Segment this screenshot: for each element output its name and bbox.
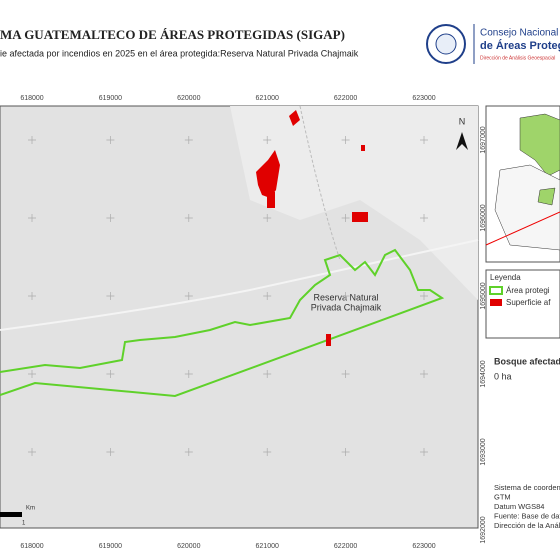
grid-cross: [341, 292, 350, 300]
map-frame: [0, 105, 479, 529]
area-label-2: Privada Chajmaik: [311, 302, 382, 312]
scale-bar: [0, 512, 22, 517]
grid-cross: [341, 136, 350, 144]
stats-value: 0 ha: [494, 371, 512, 381]
ticks: 618000 618000 619000 619000 620000 620000 6210…: [20, 95, 487, 550]
grid-cross: [106, 370, 115, 378]
grid-cross: [341, 448, 350, 456]
grid-cross: [28, 136, 36, 144]
area-label: Reserva Natural: [313, 292, 378, 302]
grid-cross: [28, 214, 36, 222]
y-tick-label: 1695000: [480, 282, 487, 309]
grid-cross: [106, 136, 115, 144]
info-line: Datum WGS84: [494, 502, 544, 511]
north-arrow: [456, 132, 468, 150]
grid-cross: [106, 448, 115, 456]
title: MA GUATEMALTECO DE ÁREAS PROTEGIDAS (SIG…: [0, 27, 345, 42]
x-tick-label: 622000: [334, 95, 357, 102]
x-tick-label: 623000: [412, 543, 435, 550]
legend-item: Área protegi: [506, 286, 550, 295]
grid-cross: [184, 136, 193, 144]
legend-title: Leyenda: [490, 273, 521, 282]
logo-text: Consejo Nacional: [480, 28, 558, 39]
legend-box: [485, 269, 560, 339]
x-tick-label: 621000: [256, 95, 279, 102]
grid-cross: [106, 214, 115, 222]
info-line: Dirección de la Análi: [494, 521, 560, 530]
grid-cross: [263, 370, 272, 378]
grid-cross: [28, 292, 36, 300]
grid-cross: [28, 370, 36, 378]
grid-cross: [263, 136, 272, 144]
inset-map: [485, 105, 560, 263]
scale-unit: Km: [26, 506, 35, 512]
y-tick-label: 1694000: [480, 360, 487, 387]
x-tick-label: 620000: [177, 543, 200, 550]
grid-cross: [263, 292, 272, 300]
y-tick-label: 1692000: [480, 516, 487, 543]
grid-cross: [420, 136, 428, 144]
x-tick-label: 618000: [20, 95, 43, 102]
grid-cross: [263, 448, 272, 456]
x-tick-label: 621000: [256, 543, 279, 550]
grid-cross: [106, 292, 115, 300]
grid-cross: [184, 370, 193, 378]
grid-cross: [263, 214, 272, 222]
logo-text: Dirección de Análisis Geoespacial: [480, 55, 555, 61]
grid-cross: [184, 292, 193, 300]
x-tick-label: 622000: [334, 543, 357, 550]
subtitle: ie afectada por incendios en 2025 en el …: [0, 48, 359, 58]
legend-item: Superficie af: [506, 298, 551, 307]
info-line: GTM: [494, 492, 511, 501]
x-tick-label: 619000: [99, 543, 122, 550]
x-tick-label: 623000: [412, 95, 435, 102]
fire-patches: [256, 110, 368, 346]
grid-cross: [184, 448, 193, 456]
logo: [426, 24, 475, 64]
grid-cross: [341, 370, 350, 378]
grid-cross: [28, 448, 36, 456]
grid-cross: [184, 214, 193, 222]
info-line: Sistema de coordena: [494, 483, 560, 492]
stats-label: Bosque afectado: [494, 356, 560, 366]
y-tick-label: 1696000: [480, 204, 487, 231]
grid-cross: [341, 214, 350, 222]
legend-swatch: [490, 299, 502, 306]
legend-swatch: [489, 286, 503, 295]
north-label: N: [459, 116, 466, 126]
grid-cross: [420, 214, 428, 222]
protected-area: [0, 248, 445, 398]
grid-cross: [420, 370, 428, 378]
grid-cross: [420, 448, 428, 456]
x-tick-label: 620000: [177, 95, 200, 102]
scale-value: 1: [22, 521, 26, 527]
x-tick-label: 618000: [20, 543, 43, 550]
info-line: Fuente: Base de dat: [494, 511, 560, 520]
x-tick-label: 619000: [99, 95, 122, 102]
y-tick-label: 1693000: [480, 438, 487, 465]
y-tick-label: 1697000: [480, 126, 487, 153]
grid-cross: [420, 292, 428, 300]
logo-text: de Áreas Protegidas: [480, 39, 560, 52]
